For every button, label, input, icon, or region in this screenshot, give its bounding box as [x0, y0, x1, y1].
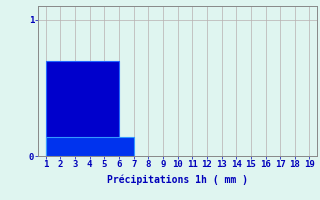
X-axis label: Précipitations 1h ( mm ): Précipitations 1h ( mm ) — [107, 175, 248, 185]
Bar — [46, 61, 119, 156]
Bar — [46, 137, 134, 156]
